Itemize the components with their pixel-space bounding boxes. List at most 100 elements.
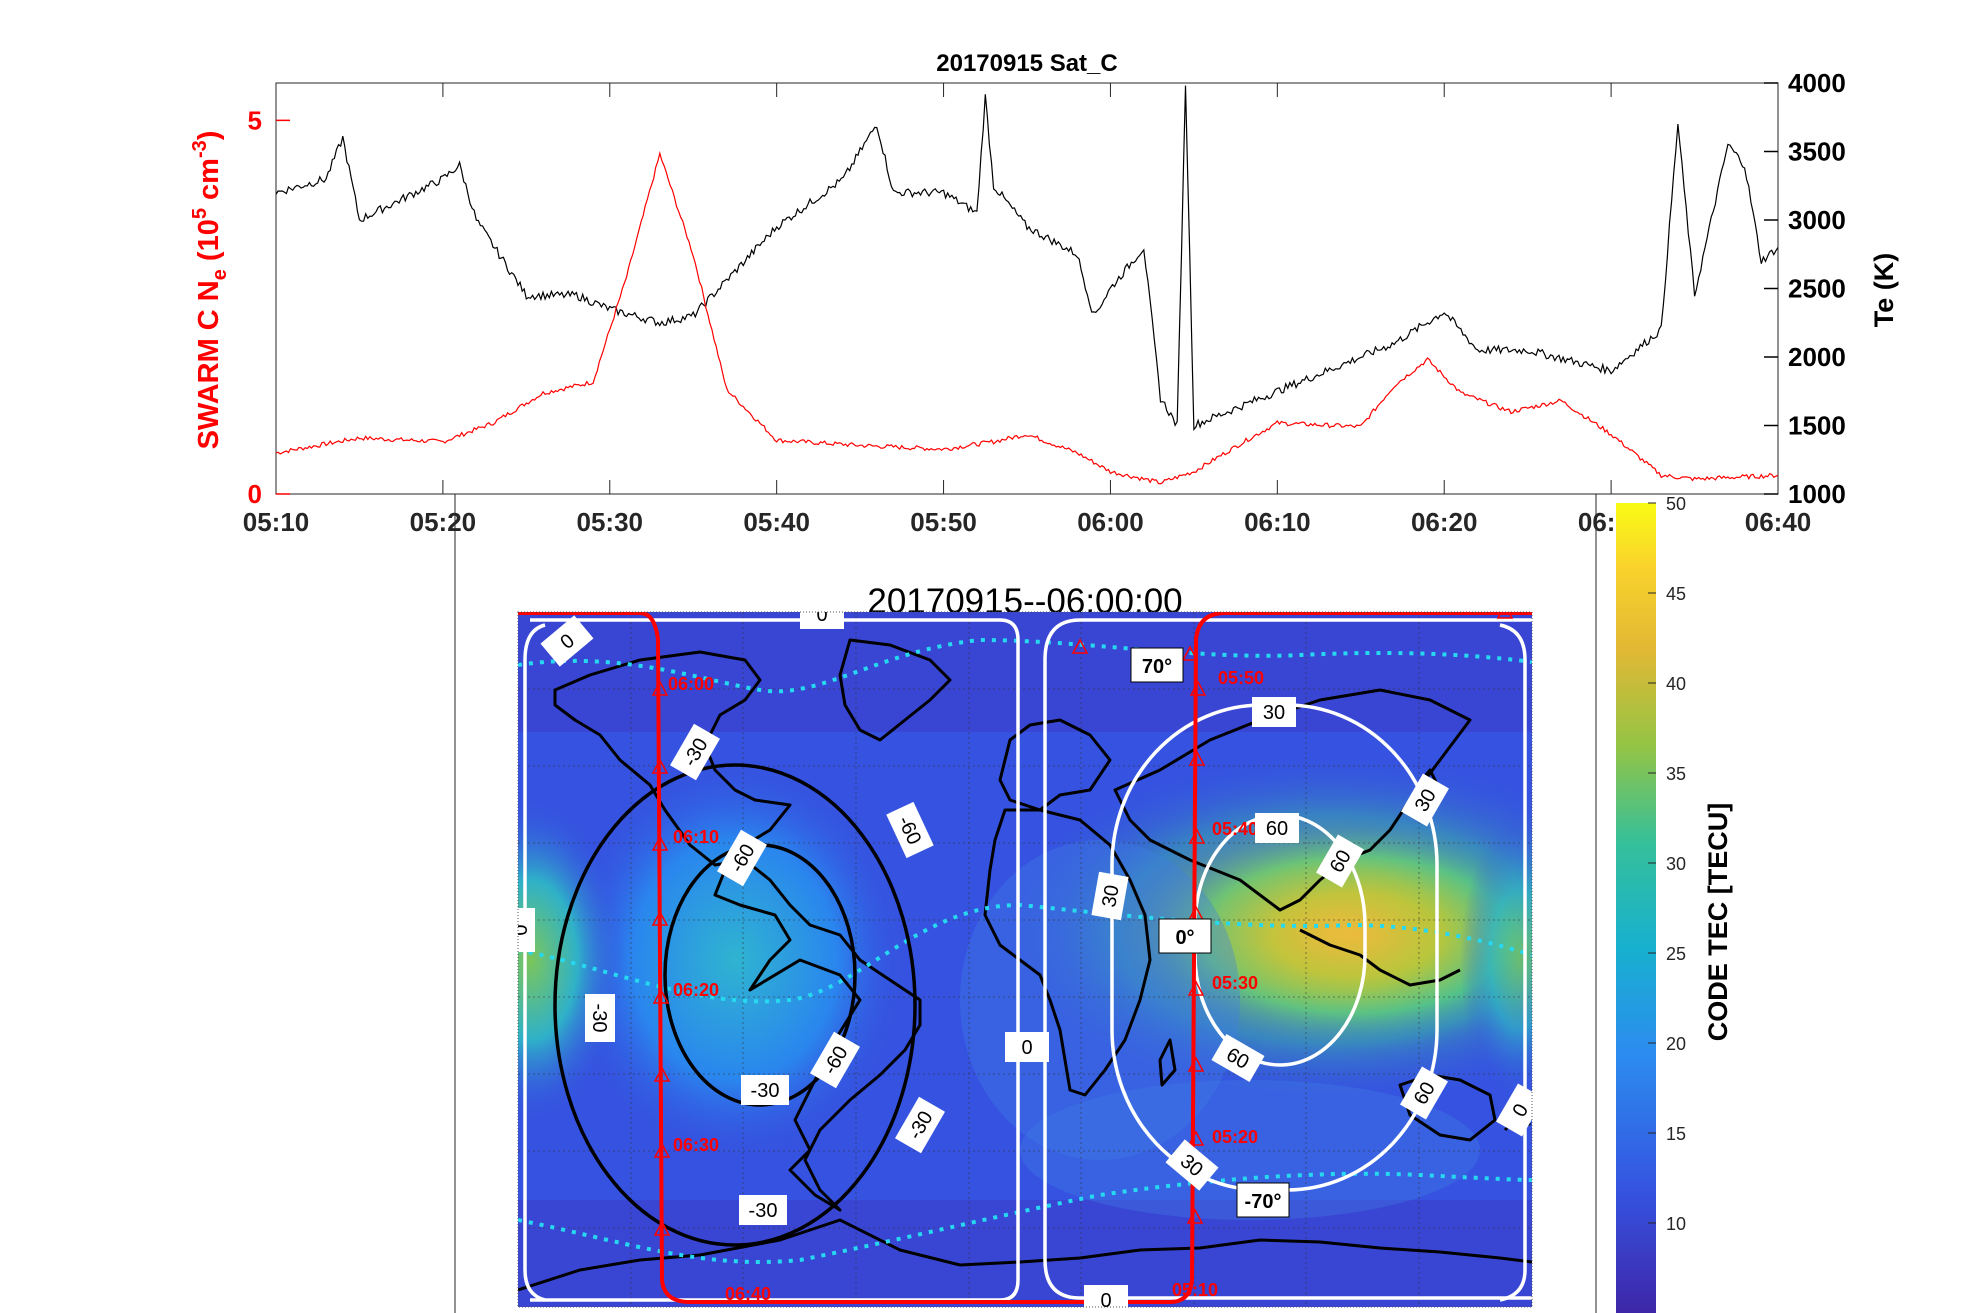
colorbar-tick-label: 30 — [1666, 854, 1686, 874]
contour-label-white: 60 — [1316, 834, 1364, 888]
left-tick-label: 5 — [248, 105, 262, 135]
orbit-marker — [1187, 980, 1205, 996]
right-tick-label: 1000 — [1788, 479, 1846, 509]
svg-text:30: 30 — [1263, 702, 1285, 724]
orbit-time-label: 05:40 — [1212, 819, 1258, 839]
x-tick-label: 06:10 — [1244, 507, 1311, 537]
contour-label-black: -30 — [670, 723, 720, 781]
x-tick-label: 05:50 — [910, 507, 977, 537]
right-y-axis-ticks: 1000 1500 2000 2500 3000 3500 4000 — [1764, 68, 1846, 509]
orbit-marker — [651, 758, 669, 774]
svg-text:0: 0 — [1021, 1037, 1032, 1059]
colorbar-tick-label: 15 — [1666, 1124, 1686, 1144]
colorbar-tick-label: 40 — [1666, 674, 1686, 694]
x-tick-label: 05:40 — [743, 507, 810, 537]
orbit-marker — [652, 988, 670, 1004]
svg-text:0°: 0° — [1175, 927, 1194, 949]
orbit-time-label: 06:30 — [673, 1135, 719, 1155]
contour-label-white: 60 — [1255, 813, 1299, 843]
orbit-time-label: 05:10 — [1172, 1280, 1218, 1300]
contour-label-white: 0 — [1496, 1083, 1532, 1137]
plot-area — [275, 82, 1779, 495]
right-tick-label: 1500 — [1788, 411, 1846, 441]
magnetic-latitude-label: 0° — [1158, 918, 1212, 954]
magnetic-latitude-lines — [518, 637, 1532, 1264]
x-tick-label: 06:20 — [1411, 507, 1478, 537]
colorbar-tick-label: 25 — [1666, 944, 1686, 964]
magnetic-latitude-label: -70° — [1236, 1182, 1290, 1218]
contour-label-white: 60 — [1211, 1034, 1265, 1082]
contour-label-white: 0 — [1084, 1285, 1128, 1312]
left-y-axis-ticks: 05 — [248, 105, 290, 509]
svg-text:30: 30 — [1098, 883, 1124, 909]
svg-text:0: 0 — [1100, 1290, 1111, 1312]
contour-label-black: -30 — [741, 1075, 789, 1105]
contour-label-white: 0 — [800, 604, 844, 629]
left-tick-label: 0 — [248, 479, 262, 509]
orbit-time-label: 06:10 — [673, 827, 719, 847]
svg-text:70°: 70° — [1142, 656, 1172, 678]
orbit-time-label: 05:20 — [1212, 1127, 1258, 1147]
magnetic-latitude-labels: 70° 0° -70° — [1130, 647, 1290, 1218]
contour-label-white: 30 — [1091, 871, 1129, 921]
orbit-marker — [1187, 1130, 1205, 1146]
contour-label-white: 30 — [1401, 773, 1449, 827]
orbit-time-labels: 05:10 05:20 05:30 05:40 05:50 06:00 06:10 06:20… — [668, 668, 1264, 1304]
orbit-marker — [653, 1066, 671, 1082]
orbit-marker — [653, 1220, 671, 1236]
orbit-marker — [1181, 645, 1199, 661]
orbit-time-label: 06:20 — [673, 980, 719, 1000]
svg-text:-30: -30 — [588, 1004, 610, 1033]
svg-text:-30: -30 — [749, 1200, 778, 1222]
colorbar-tick-label: 20 — [1666, 1034, 1686, 1054]
ne-series-line — [276, 150, 1778, 485]
orbit-time-label: 06:00 — [668, 674, 714, 694]
left-y-axis-label: SWARM C Ne (105 cm-3) — [189, 131, 231, 450]
map-panel: 20170915--06:00:00 — [454, 494, 1597, 1313]
svg-text:-70°: -70° — [1245, 1191, 1282, 1213]
right-y-axis-label: Te (K) — [1869, 253, 1899, 328]
orbit-marker — [651, 680, 669, 696]
orbit-marker — [651, 835, 669, 851]
map-frame — [517, 611, 1533, 1308]
colorbar-tick-label: 45 — [1666, 584, 1686, 604]
colorbar-tick-label: 35 — [1666, 764, 1686, 784]
colorbar-gradient — [1616, 503, 1656, 1313]
colorbar-label: CODE TEC [TECU] — [1703, 803, 1733, 1042]
colorbar-ticks: 10 15 20 25 30 35 40 45 50 — [1648, 494, 1686, 1234]
orbit-time-label: 05:30 — [1212, 973, 1258, 993]
svg-text:60: 60 — [1266, 818, 1288, 840]
timeseries-plot: 20170915 Sat_C 05:10 05:20 05:30 05:40 05:50… — [189, 50, 1899, 537]
colorbar-tick-label: 50 — [1666, 494, 1686, 514]
right-tick-label: 2500 — [1788, 274, 1846, 304]
orbit-marker — [1188, 750, 1206, 766]
contour-label-white: 60 — [1400, 1066, 1448, 1120]
orbit-marker — [1496, 612, 1514, 619]
contour-label-black: -30 — [585, 994, 615, 1042]
plot-title: 20170915 Sat_C — [936, 50, 1117, 77]
svg-text:0: 0 — [816, 604, 827, 626]
contour-labels: -30-60-30-60-60-30-30-300000030606060603… — [510, 604, 1532, 1312]
orbit-marker — [1188, 828, 1206, 844]
x-tick-label: 05:20 — [410, 507, 477, 537]
right-tick-label: 2000 — [1788, 342, 1846, 372]
tec-map: 05:10 05:20 05:30 05:40 05:50 06:00 06:10 06:20… — [510, 604, 1532, 1312]
orbit-marker — [1189, 680, 1207, 696]
orbit-marker — [1187, 1056, 1205, 1072]
orbit-time-label: 05:50 — [1218, 668, 1264, 688]
x-tick-label: 05:30 — [577, 507, 644, 537]
contour-label-white: 0 — [510, 908, 535, 952]
x-tick-label: 05:10 — [243, 507, 310, 537]
te-series-line — [276, 85, 1778, 432]
colorbar: 10 15 20 25 30 35 40 45 50 CODE TEC [TECU] — [1616, 494, 1733, 1313]
magnetic-latitude-label: 70° — [1130, 647, 1184, 683]
colorbar-tick-label: 10 — [1666, 1214, 1686, 1234]
contour-label-white: 0 — [1005, 1032, 1049, 1062]
contour-label-black: -30 — [739, 1195, 787, 1225]
svg-text:0: 0 — [510, 924, 532, 935]
x-tick-label: 06:40 — [1745, 507, 1812, 537]
right-tick-label: 3000 — [1788, 205, 1846, 235]
orbit-time-label: 06:40 — [725, 1284, 771, 1304]
tec-contours — [523, 618, 1532, 1302]
